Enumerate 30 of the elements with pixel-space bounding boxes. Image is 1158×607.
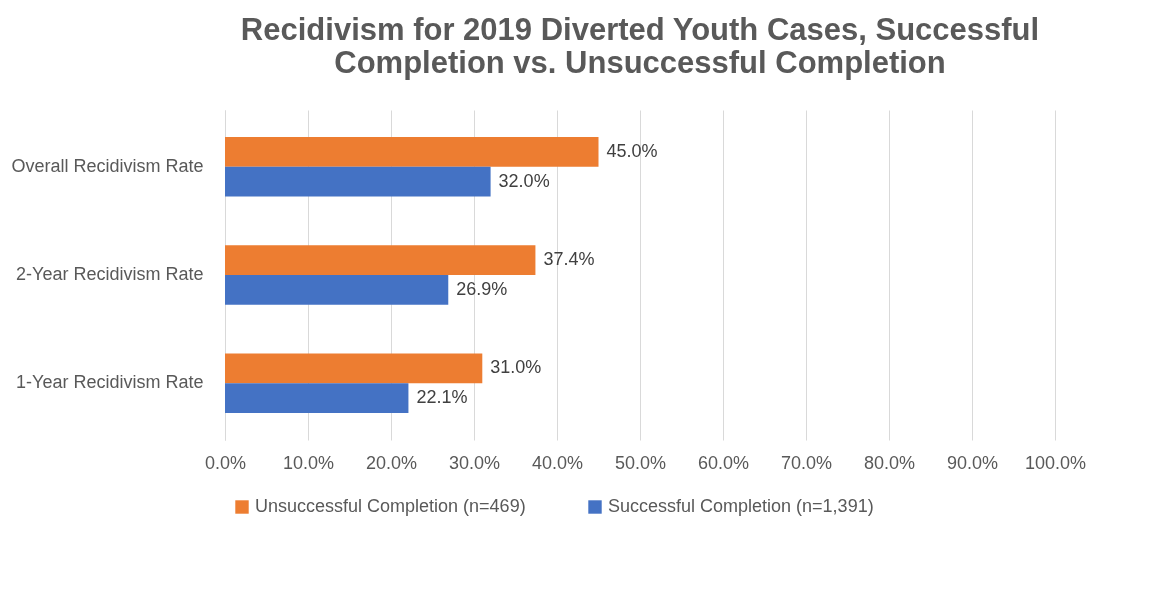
y-tick-label: Overall Recidivism Rate: [11, 155, 204, 176]
data-label: 45.0%: [606, 140, 658, 161]
x-tick-label: 70.0%: [780, 452, 833, 473]
data-label: 31.0%: [490, 357, 542, 378]
bar: [225, 137, 599, 167]
x-tick-label: 20.0%: [365, 452, 418, 473]
text: Completion vs. Unsuccessful Completion: [334, 45, 946, 80]
legend-label: Successful Completion (n=1,391): [608, 496, 874, 516]
bar: [225, 166, 491, 197]
data-label: 37.4%: [543, 249, 595, 270]
y-tick-label: 1-Year Recidivism Rate: [16, 372, 204, 393]
bar: [225, 245, 536, 275]
x-tick-label: 30.0%: [448, 452, 501, 473]
bar: [225, 353, 483, 384]
x-tick-label: 50.0%: [614, 452, 667, 473]
y-tick-label: 2-Year Recidivism Rate: [16, 264, 204, 284]
bar: [225, 275, 449, 305]
x-tick-label: 60.0%: [697, 452, 750, 473]
x-tick-label: 0.0%: [204, 452, 247, 473]
x-tick-label: 80.0%: [863, 452, 916, 473]
x-tick-label: 100.0%: [1024, 452, 1087, 473]
x-tick-label: 90.0%: [946, 452, 999, 473]
legend-label: Unsuccessful Completion (n=469): [255, 496, 526, 516]
data-label: 22.1%: [416, 387, 468, 408]
bar: [225, 383, 409, 413]
data-label: 32.0%: [498, 170, 550, 191]
x-tick-label: 40.0%: [531, 452, 584, 473]
text: Recidivism for 2019 Diverted Youth Cases, Successful: [240, 12, 1040, 47]
data-label: 26.9%: [456, 278, 508, 299]
x-tick-label: 10.0%: [282, 452, 335, 473]
